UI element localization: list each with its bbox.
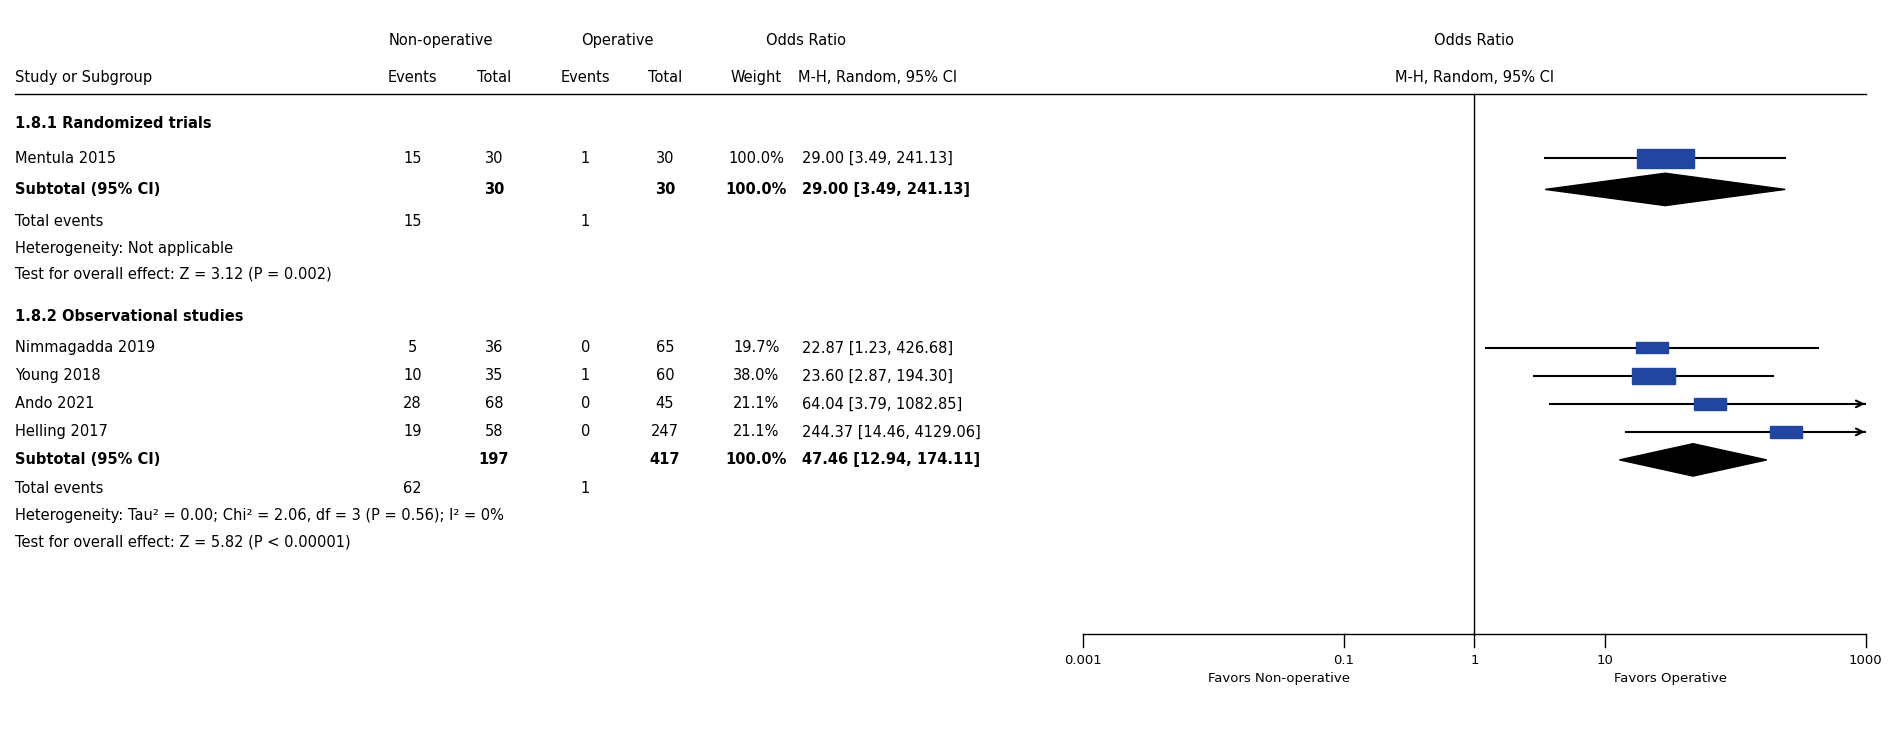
Text: 1: 1	[581, 214, 589, 228]
Text: Helling 2017: Helling 2017	[15, 425, 108, 439]
Text: Favors Operative: Favors Operative	[1613, 671, 1727, 685]
Text: Subtotal (95% CI): Subtotal (95% CI)	[15, 182, 162, 197]
Text: Nimmagadda 2019: Nimmagadda 2019	[15, 340, 156, 355]
Text: M-H, Random, 95% CI: M-H, Random, 95% CI	[1395, 70, 1554, 85]
Text: Total: Total	[648, 70, 682, 85]
Text: Operative: Operative	[581, 33, 654, 48]
Text: 5: 5	[408, 340, 416, 355]
Text: 1.8.2 Observational studies: 1.8.2 Observational studies	[15, 310, 243, 324]
Text: 62: 62	[403, 481, 422, 496]
Text: 417: 417	[650, 453, 680, 467]
Text: Odds Ratio: Odds Ratio	[1434, 33, 1514, 48]
Text: Weight: Weight	[732, 70, 781, 85]
Text: Heterogeneity: Not applicable: Heterogeneity: Not applicable	[15, 241, 234, 256]
Text: 10: 10	[403, 368, 422, 383]
Text: 47.46 [12.94, 174.11]: 47.46 [12.94, 174.11]	[802, 453, 980, 467]
Text: 15: 15	[403, 214, 422, 228]
Text: 1: 1	[1471, 654, 1478, 668]
Text: Subtotal (95% CI): Subtotal (95% CI)	[15, 453, 162, 467]
Text: 1.8.1 Randomized trials: 1.8.1 Randomized trials	[15, 116, 211, 131]
Text: 100.0%: 100.0%	[728, 151, 785, 166]
Text: 100.0%: 100.0%	[726, 182, 787, 197]
Text: Events: Events	[388, 70, 437, 85]
Text: 1000: 1000	[1849, 654, 1883, 668]
Text: 21.1%: 21.1%	[733, 425, 779, 439]
Text: Total: Total	[477, 70, 511, 85]
Text: 68: 68	[484, 397, 504, 411]
Text: 0: 0	[581, 425, 589, 439]
Text: Test for overall effect: Z = 3.12 (P = 0.002): Test for overall effect: Z = 3.12 (P = 0…	[15, 267, 332, 282]
Text: Test for overall effect: Z = 5.82 (P < 0.00001): Test for overall effect: Z = 5.82 (P < 0…	[15, 534, 351, 549]
Text: 45: 45	[656, 397, 674, 411]
Text: Non-operative: Non-operative	[388, 33, 492, 48]
Text: 10: 10	[1596, 654, 1613, 668]
Text: 22.87 [1.23, 426.68]: 22.87 [1.23, 426.68]	[802, 340, 954, 355]
Text: 35: 35	[484, 368, 504, 383]
Text: Study or Subgroup: Study or Subgroup	[15, 70, 152, 85]
Text: Events: Events	[560, 70, 610, 85]
Text: 30: 30	[484, 182, 504, 197]
Text: 36: 36	[484, 340, 504, 355]
Text: M-H, Random, 95% CI: M-H, Random, 95% CI	[798, 70, 958, 85]
Text: Total events: Total events	[15, 214, 104, 228]
Text: 1: 1	[581, 368, 589, 383]
Text: Heterogeneity: Tau² = 0.00; Chi² = 2.06, df = 3 (P = 0.56); I² = 0%: Heterogeneity: Tau² = 0.00; Chi² = 2.06,…	[15, 509, 504, 523]
Text: Odds Ratio: Odds Ratio	[766, 33, 846, 48]
Text: 247: 247	[652, 425, 678, 439]
Text: 58: 58	[484, 425, 504, 439]
Text: Favors Non-operative: Favors Non-operative	[1208, 671, 1349, 685]
Text: 28: 28	[403, 397, 422, 411]
Text: 21.1%: 21.1%	[733, 397, 779, 411]
Text: 29.00 [3.49, 241.13]: 29.00 [3.49, 241.13]	[802, 151, 952, 166]
Text: 0: 0	[581, 340, 589, 355]
Text: 64.04 [3.79, 1082.85]: 64.04 [3.79, 1082.85]	[802, 397, 961, 411]
Text: 60: 60	[656, 368, 674, 383]
Text: 19: 19	[403, 425, 422, 439]
Text: 29.00 [3.49, 241.13]: 29.00 [3.49, 241.13]	[802, 182, 969, 197]
Text: 0.001: 0.001	[1064, 654, 1102, 668]
Text: 15: 15	[403, 151, 422, 166]
Text: 30: 30	[484, 151, 504, 166]
Text: 244.37 [14.46, 4129.06]: 244.37 [14.46, 4129.06]	[802, 425, 980, 439]
Text: 30: 30	[656, 151, 674, 166]
Text: Young 2018: Young 2018	[15, 368, 101, 383]
Text: 23.60 [2.87, 194.30]: 23.60 [2.87, 194.30]	[802, 368, 952, 383]
Text: 1: 1	[581, 481, 589, 496]
Text: 19.7%: 19.7%	[733, 340, 779, 355]
Text: 1: 1	[581, 151, 589, 166]
Text: 0.1: 0.1	[1334, 654, 1355, 668]
Text: Total events: Total events	[15, 481, 104, 496]
Text: 0: 0	[581, 397, 589, 411]
Text: 30: 30	[656, 182, 674, 197]
Text: 38.0%: 38.0%	[733, 368, 779, 383]
Text: 65: 65	[656, 340, 674, 355]
Text: 197: 197	[479, 453, 509, 467]
Text: Ando 2021: Ando 2021	[15, 397, 95, 411]
Text: Mentula 2015: Mentula 2015	[15, 151, 116, 166]
Text: 100.0%: 100.0%	[726, 453, 787, 467]
